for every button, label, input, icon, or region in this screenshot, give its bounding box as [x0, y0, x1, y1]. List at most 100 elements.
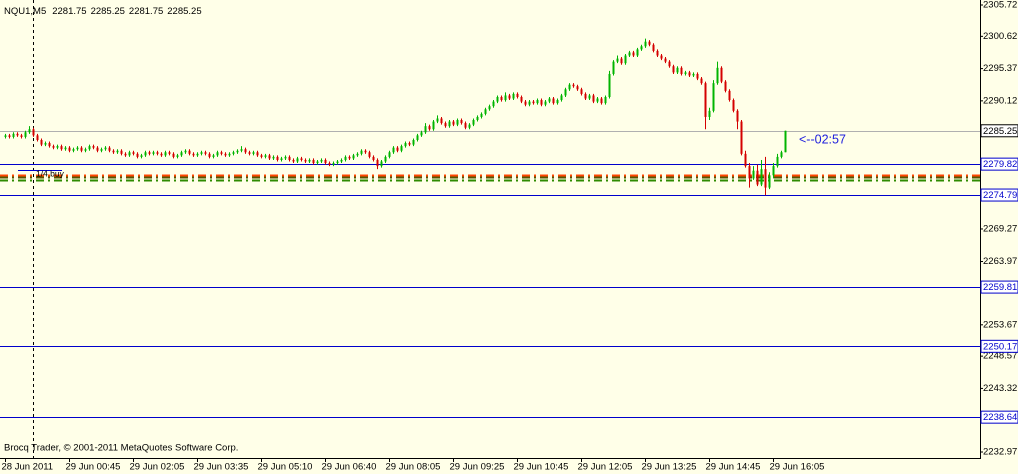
candle-body [736, 110, 739, 122]
candle-body [120, 150, 123, 154]
candle-body [688, 72, 691, 76]
candle-body [324, 159, 327, 164]
level-box [980, 410, 1018, 424]
candle-body [660, 55, 663, 59]
candle-body [672, 66, 675, 73]
candle-body [148, 152, 151, 154]
candle-body [36, 135, 39, 140]
candle-body [644, 41, 647, 47]
y-tick-label: 2300.62 [983, 31, 1017, 42]
candle-body [580, 89, 583, 94]
candle-body [156, 152, 159, 154]
candle-body [188, 150, 191, 154]
candle-body [496, 96, 499, 102]
countdown-annotation: <--02:57 [799, 132, 846, 146]
candle-body [304, 159, 307, 162]
candle-body [756, 170, 759, 185]
candle-body [112, 150, 115, 153]
candle-body [164, 152, 167, 156]
candle-body [532, 101, 535, 104]
candle-body [400, 146, 403, 151]
candle-body [140, 155, 143, 157]
candle-body [24, 132, 27, 137]
x-tick-label: 29 Jun 12:05 [578, 462, 633, 473]
open-value: 2281.75 [52, 6, 86, 17]
candle-body [244, 149, 247, 153]
candle-body [248, 152, 251, 154]
candle-body [632, 52, 635, 56]
candle-body [720, 67, 723, 82]
candle-body [676, 67, 679, 73]
candle-body [724, 81, 727, 91]
candle-body [32, 129, 35, 136]
level-label: 2250.17 [983, 341, 1017, 352]
candle-body [420, 132, 423, 136]
candle-body [584, 93, 587, 99]
candle-body [396, 147, 399, 151]
candle-body [548, 98, 551, 102]
candle-body [204, 152, 207, 154]
x-tick-label: 29 Jun 16:05 [770, 462, 825, 473]
candle-body [56, 146, 59, 148]
candle-body [552, 98, 555, 104]
candle-body [696, 73, 699, 79]
candle-body [176, 155, 179, 157]
candle-body [596, 98, 599, 102]
candle-body [408, 143, 411, 145]
level-box [980, 157, 1018, 171]
candle-body [464, 123, 467, 128]
candle-body [48, 143, 51, 147]
candle-body [748, 166, 751, 179]
candle-body [708, 110, 711, 117]
candle-body [492, 101, 495, 107]
candle-body [772, 166, 775, 176]
candle-body [732, 100, 735, 111]
candle-body [468, 124, 471, 128]
candle-body [752, 170, 755, 179]
candle-body [652, 44, 655, 51]
candle-body [124, 153, 127, 156]
candle-body [500, 96, 503, 101]
candle-body [504, 95, 507, 101]
candle-body [744, 153, 747, 167]
candle-body [340, 159, 343, 162]
candle-body [212, 155, 215, 157]
level-label: 2238.64 [983, 412, 1017, 423]
candle-body [348, 156, 351, 159]
candle-body [404, 143, 407, 147]
candle-body [684, 72, 687, 74]
candle-body [376, 159, 379, 167]
candle-body [388, 152, 391, 157]
candle-body [716, 67, 719, 84]
candle-body [264, 155, 267, 157]
candle-body [608, 73, 611, 97]
candle-body [528, 101, 531, 105]
candle-body [312, 159, 315, 164]
x-tick-label: 29 Jun 06:40 [322, 462, 377, 473]
candle-body [336, 161, 339, 164]
candle-body [516, 93, 519, 97]
y-tick-label: 2269.27 [983, 223, 1017, 234]
candle-body [96, 147, 99, 151]
candle-body [8, 135, 11, 137]
x-tick-label: 29 Jun 10:45 [514, 462, 569, 473]
candle-body [740, 121, 743, 154]
x-tick-label: 29 Jun 14:45 [706, 462, 761, 473]
x-tick-label: 29 Jun 00:45 [66, 462, 121, 473]
candle-body [656, 50, 659, 56]
x-tick-label: 29 Jun 09:25 [450, 462, 505, 473]
candle-body [664, 58, 667, 62]
candle-body [136, 153, 139, 157]
candle-body [444, 123, 447, 127]
candle-body [228, 153, 231, 156]
candle-body [276, 156, 279, 160]
candle-body [628, 52, 631, 56]
candle-body [88, 146, 91, 150]
candle-body [20, 135, 23, 137]
candle-body [692, 73, 695, 76]
candle-body [180, 152, 183, 156]
y-tick-label: 2263.97 [983, 256, 1017, 267]
candle-body [604, 96, 607, 104]
